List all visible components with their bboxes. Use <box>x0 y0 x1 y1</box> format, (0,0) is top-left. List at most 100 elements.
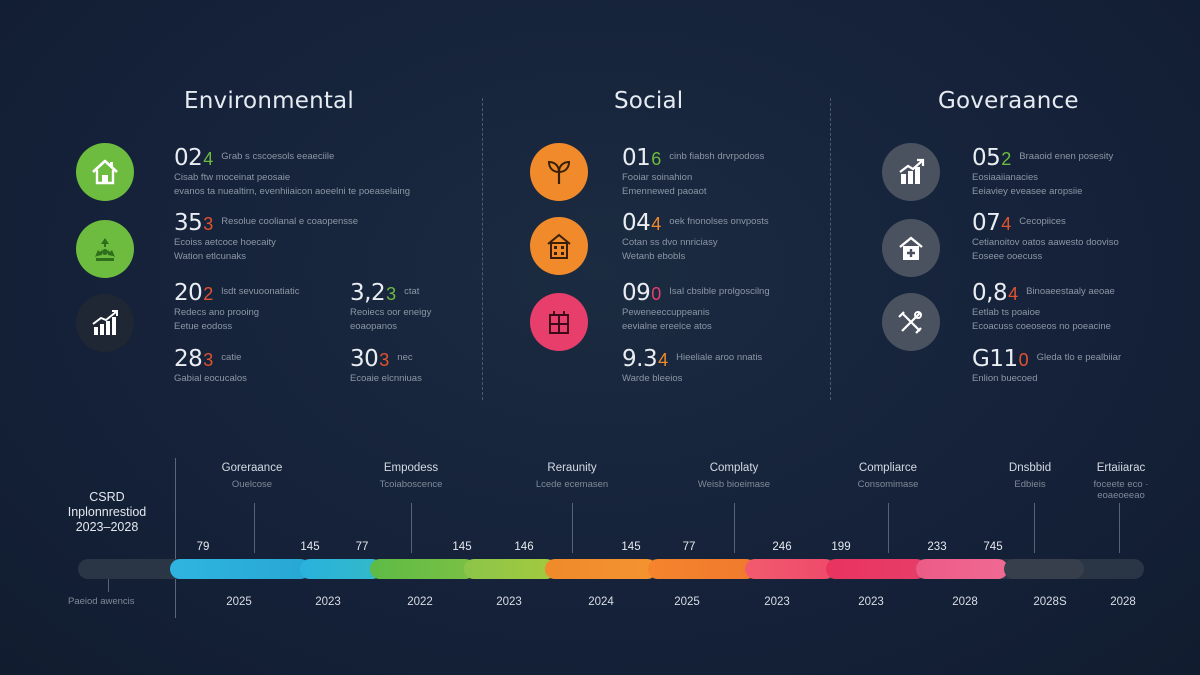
timeline-number: 146 <box>514 541 534 553</box>
period-note: Paeiod awencis <box>68 596 135 607</box>
timeline-number: 745 <box>983 541 1003 553</box>
gov-stat-2: 074 Cecopiices Cetianoitov oatos aawesto … <box>972 210 1119 264</box>
stat-accent: 4 <box>1001 214 1012 234</box>
heading-sub: foceete eco · eoaeoeeao <box>1093 479 1149 501</box>
heading-title: Empodess <box>383 462 439 474</box>
env-stat-6: 303 nec Ecoaie elcnniuas <box>350 346 422 386</box>
stat-value: 28 <box>174 346 203 372</box>
home-plus-icon <box>882 219 940 277</box>
stat-line: Cotan ss dvo nnriciasy <box>622 237 718 248</box>
stat-line: eoaopanos <box>350 321 398 332</box>
building-icon <box>530 217 588 275</box>
csrd-line: CSRD <box>89 490 125 504</box>
stat-accent: 3 <box>386 284 397 304</box>
governance-title: Goveraance <box>938 88 1079 114</box>
stat-accent: 3 <box>203 214 214 234</box>
stat-value: 07 <box>972 210 1001 236</box>
timeline-tick <box>1119 503 1120 553</box>
tools-icon <box>882 293 940 351</box>
timeline-tick <box>1034 503 1035 553</box>
heading-title: Ertaiiarac <box>1096 462 1146 474</box>
heading-sub: Tcoiaboscence <box>379 479 443 490</box>
stat-line: Grab s cscoesols eeaeciile <box>221 151 335 162</box>
env-stat-1: 024 Grab s cscoesols eeaeciile Cisab ftw … <box>174 145 410 199</box>
timeline-segment-orange <box>648 559 756 579</box>
timeline-number: 77 <box>682 541 696 553</box>
stat-value: 9.3 <box>622 346 658 372</box>
csrd-label: CSRD Inplonnrestiod 2023–2028 <box>52 490 162 535</box>
recycle-icon <box>76 220 134 278</box>
stat-line: Isal cbsible prolgoscilng <box>669 286 770 297</box>
heading-title: Complaty <box>709 462 759 474</box>
social-title: Social <box>614 88 684 114</box>
gov-stat-4: G110 Gleda tlo e pealbiiar Enlion buecoed <box>972 346 1121 386</box>
stat-accent: 2 <box>1001 149 1012 169</box>
timeline-segment-gray <box>1004 559 1084 579</box>
stat-line: Resolue coolianal e coaopensse <box>221 216 359 227</box>
stat-line: Wation etlcunaks <box>174 251 246 262</box>
social-stat-1: 016 cinb fiabsh drvrpodoss Fooiar soinahi… <box>622 145 764 199</box>
stat-line: nec <box>397 352 413 363</box>
stat-value: 02 <box>174 145 203 171</box>
stat-value: 05 <box>972 145 1001 171</box>
timeline-heading: Compliarce Consomimase <box>823 462 953 490</box>
stat-accent: 0 <box>1018 350 1029 370</box>
timeline-tick <box>888 503 889 553</box>
timeline-heading: Ertaiiarac foceete eco · eoaeoeeao <box>1076 462 1166 501</box>
stat-line: Ecoacuss coeoseos no poeacine <box>972 321 1111 332</box>
stat-line: evanos ta nuealtirn, evenhiiaicon aoeeln… <box>174 186 411 197</box>
heading-sub: Lcede ecemasen <box>535 479 609 490</box>
timeline-year: 2024 <box>588 596 614 608</box>
timeline-segment-green <box>370 559 475 579</box>
timeline-year: 2025 <box>674 596 700 608</box>
timeline-number: 199 <box>831 541 851 553</box>
stat-line: Cetianoitov oatos aawesto dooviso <box>972 237 1119 248</box>
timeline-year: 2028S <box>1033 596 1067 608</box>
timeline-year: 2022 <box>407 596 433 608</box>
timeline-heading: Complaty Weisb bioeimase <box>669 462 799 490</box>
timeline-heading: Goreraance Ouelcose <box>187 462 317 490</box>
grid-box-icon <box>530 293 588 351</box>
social-stat-4: 9.34 Hieeliale aroo nnatis Warde bleeios <box>622 346 762 386</box>
stat-accent: 3 <box>203 350 214 370</box>
timeline-start-line <box>175 458 176 618</box>
trend-up-icon <box>882 143 940 201</box>
stat-accent: 4 <box>651 214 662 234</box>
timeline-year: 2023 <box>764 596 790 608</box>
timeline-segment-blue <box>170 559 310 579</box>
csrd-line: Inplonnrestiod <box>67 505 147 519</box>
stat-value: 30 <box>350 346 379 372</box>
timeline-year: 2023 <box>858 596 884 608</box>
stat-accent: 4 <box>658 350 669 370</box>
stat-line: Eetlab ts poaioe <box>972 307 1041 318</box>
heading-title: Compliarce <box>858 462 918 474</box>
stat-accent: 2 <box>203 284 214 304</box>
stat-line: Hieeliale aroo nnatis <box>676 352 763 363</box>
stat-line: oek fnonolses onvposts <box>669 216 769 227</box>
stat-line: Eoseee ooecuss <box>972 251 1043 262</box>
timeline-number: 79 <box>196 541 210 553</box>
timeline-heading: Reraunity Lcede ecemasen <box>507 462 637 490</box>
heading-sub: Weisb bioeimase <box>697 479 771 490</box>
divider-left <box>482 98 483 400</box>
timeline-segment-pink <box>916 559 1008 579</box>
timeline-number: 246 <box>772 541 792 553</box>
timeline-segment-green <box>464 559 556 579</box>
stat-line: Redecs ano prooing <box>174 307 260 318</box>
env-stat-2: 353 Resolue coolianal e coaopensse Ecoiss… <box>174 210 358 264</box>
stat-line: Ecoaie elcnniuas <box>350 373 422 384</box>
stat-accent: 0 <box>651 284 662 304</box>
heading-sub: Ouelcose <box>231 479 273 490</box>
timeline-number: 145 <box>452 541 472 553</box>
stat-line: Binoaeestaaly aeoae <box>1026 286 1115 297</box>
env-stat-3: 202 lsdt sevuoonatiatic Redecs ano prooin… <box>174 280 299 334</box>
timeline-year: 2025 <box>226 596 252 608</box>
timeline-number: 77 <box>355 541 369 553</box>
stat-accent: 4 <box>203 149 214 169</box>
gov-stat-1: 052 Braaoid enen posesity Eosiaaiianacies… <box>972 145 1113 199</box>
stat-line: catie <box>221 352 242 363</box>
heading-title: Reraunity <box>547 462 597 474</box>
timeline-year: 2028 <box>1110 596 1136 608</box>
timeline-heading: Dnsbbid Edbieis <box>980 462 1080 490</box>
heading-title: Goreraance <box>221 462 283 474</box>
